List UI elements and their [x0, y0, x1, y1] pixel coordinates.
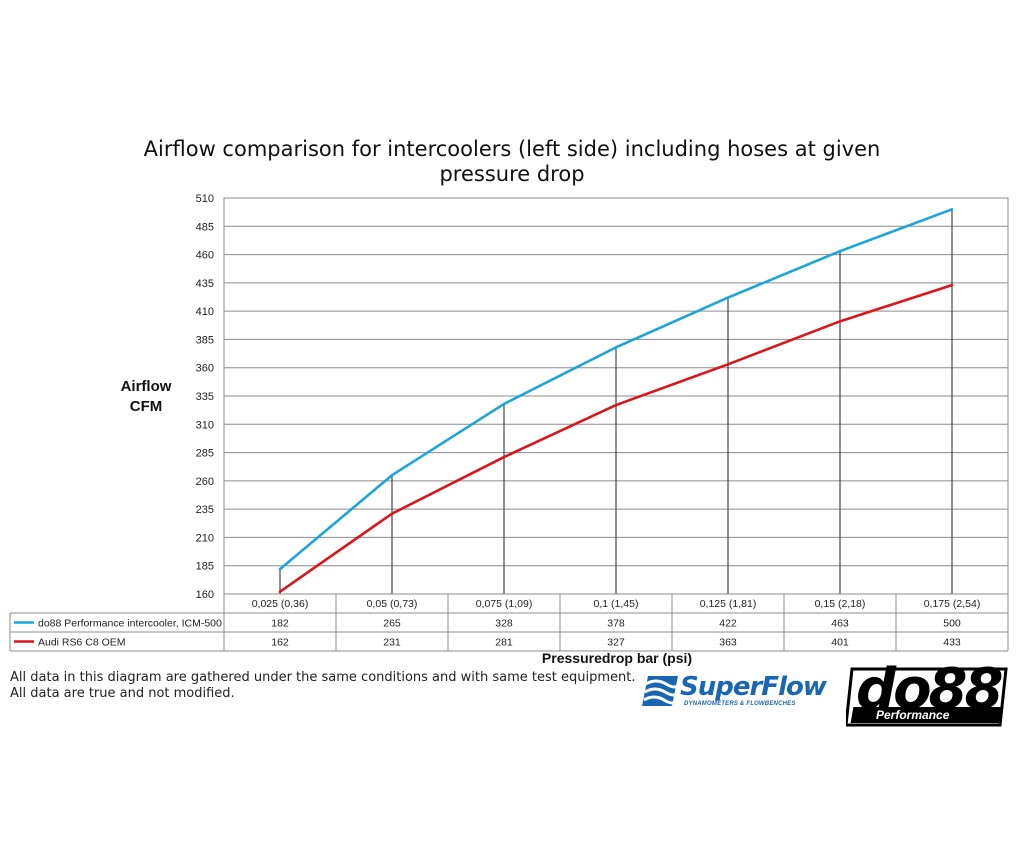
- y-tick-label: 260: [196, 476, 214, 488]
- data-point: [950, 283, 954, 287]
- y-tick-label: 160: [196, 589, 214, 601]
- x-tick-label: 0,175 (2,54): [924, 598, 981, 610]
- data-label: 422: [719, 618, 737, 630]
- chart-title-line-1: Airflow comparison for intercoolers (lef…: [143, 137, 881, 161]
- y-tick-label: 385: [196, 334, 214, 346]
- data-point: [502, 402, 506, 406]
- data-point: [838, 249, 842, 253]
- do88-tagline: Performance: [876, 708, 950, 722]
- drop-lines: [279, 209, 953, 594]
- data-label: 500: [943, 618, 961, 630]
- y-tick-label: 460: [196, 250, 214, 262]
- y-axis-label-line-1: Airflow: [120, 378, 172, 395]
- data-point: [502, 455, 506, 459]
- data-table: 0,025 (0,36) 0,05 (0,73) 0,075 (1,09) 0,1 (…: [9, 593, 1009, 652]
- y-tick-label: 510: [196, 193, 214, 205]
- data-label: 401: [831, 637, 849, 649]
- y-tick-label: 410: [196, 306, 214, 318]
- x-tick-label: 0,025 (0,36): [252, 598, 309, 610]
- y-tick-label: 285: [196, 448, 214, 460]
- footnote-2: All data are true and not modified.: [10, 686, 235, 701]
- data-label: 327: [607, 637, 625, 649]
- x-tick-label: 0,15 (2,18): [815, 598, 866, 610]
- x-tick-label: 0,125 (1,81): [700, 598, 757, 610]
- x-axis-label: Pressuredrop bar (psi): [541, 650, 693, 666]
- do88-logo-mark: [846, 667, 1008, 727]
- y-tick-label: 210: [196, 532, 214, 544]
- series-lines: [278, 208, 954, 594]
- y-tick-label: 335: [196, 391, 214, 403]
- legend-entry-1: do88 Performance intercooler, ICM-500: [38, 618, 222, 630]
- data-label: 363: [719, 637, 737, 649]
- y-tick-label: 485: [196, 221, 214, 233]
- data-label: 182: [271, 618, 289, 630]
- superflow-name: SuperFlow: [680, 672, 827, 702]
- data-point: [950, 208, 954, 211]
- data-point: [278, 567, 282, 571]
- data-label: 328: [495, 618, 513, 630]
- data-point: [390, 512, 394, 515]
- y-tick-label: 185: [196, 561, 214, 573]
- data-point: [614, 346, 618, 349]
- data-label: 433: [943, 637, 961, 649]
- y-tick-label: 360: [196, 363, 214, 375]
- data-label: 463: [831, 618, 849, 630]
- footnote-1: All data in this diagram are gathered un…: [10, 670, 636, 685]
- data-point: [278, 590, 282, 594]
- superflow-wave-icon: [642, 676, 682, 706]
- y-tick-label: 235: [196, 504, 214, 516]
- x-tick-label: 0,1 (1,45): [594, 598, 639, 610]
- y-axis: 160 185 210 235 260 285 310 335 360 385 410 435 460 4…: [196, 193, 214, 601]
- data-point: [726, 363, 730, 366]
- data-label: 378: [607, 618, 625, 630]
- data-point: [838, 320, 842, 323]
- superflow-tagline: DYNAMOMETERS & FLOWBENCHES: [684, 701, 796, 707]
- x-tick-label: 0,05 (0,73): [367, 598, 418, 610]
- data-label: 231: [383, 637, 401, 649]
- data-label: 162: [271, 637, 289, 649]
- do88-logo: do88 Performance: [846, 657, 1008, 727]
- y-axis-label-line-2: CFM: [129, 398, 163, 415]
- x-tick-label: 0,075 (1,09): [476, 598, 533, 610]
- legend-entry-2: Audi RS6 C8 OEM: [38, 637, 126, 649]
- data-label: 281: [495, 637, 513, 649]
- data-point: [614, 403, 618, 407]
- data-label: 265: [383, 618, 401, 630]
- y-tick-label: 310: [196, 419, 214, 431]
- chart-title-line-2: pressure drop: [439, 162, 585, 186]
- data-point: [726, 296, 730, 299]
- data-point: [390, 473, 394, 477]
- y-axis-label: Airflow CFM: [108, 377, 184, 417]
- y-tick-label: 435: [196, 278, 214, 290]
- superflow-logo: SuperFlow DYNAMOMETERS & FLOWBENCHES: [642, 668, 827, 712]
